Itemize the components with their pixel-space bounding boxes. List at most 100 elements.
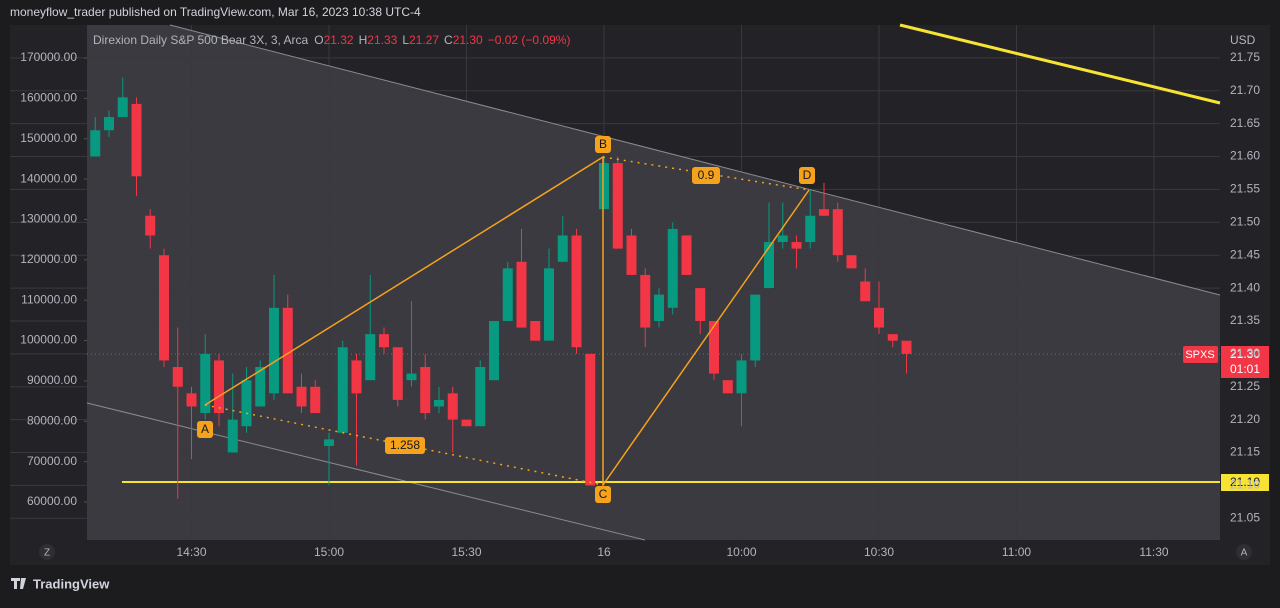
x-tick-label: 16 xyxy=(597,545,611,559)
candle-body xyxy=(736,360,747,394)
candle-body xyxy=(324,439,334,446)
candle-body xyxy=(874,307,884,328)
candle-body xyxy=(214,360,224,414)
candle-body xyxy=(557,235,568,262)
candle-body xyxy=(434,399,444,407)
candle-body xyxy=(571,235,582,348)
candle-body xyxy=(530,320,541,341)
legend-key: O xyxy=(314,33,323,47)
candle-body xyxy=(764,242,774,289)
candle-body xyxy=(104,117,114,131)
x-tick-label: 14:30 xyxy=(176,545,206,559)
x-tick-label: 10:30 xyxy=(864,545,894,559)
candle-body xyxy=(145,215,156,236)
legend: Direxion Daily S&P 500 Bear 3X, 3, Arca O… xyxy=(93,33,570,47)
candle-body xyxy=(296,386,307,407)
currency: USD xyxy=(1230,33,1256,47)
symbol-tag-text: SPXS xyxy=(1185,349,1214,361)
x-tick-label: 11:00 xyxy=(1002,545,1031,559)
candle-body xyxy=(227,419,238,453)
candle-body xyxy=(709,320,719,374)
ratio-label: 0.9 xyxy=(698,168,715,182)
legend-symbol: Direxion Daily S&P 500 Bear 3X, 3, Arca xyxy=(93,33,309,47)
x-tick-label: 15:00 xyxy=(314,545,344,559)
button-label[interactable]: Z xyxy=(44,548,50,559)
y-tick-label: 21.65 xyxy=(1230,116,1260,130)
y-tick-label: 21.45 xyxy=(1230,247,1260,261)
ratio-label: 1.258 xyxy=(390,438,420,452)
candle-body xyxy=(255,367,266,407)
candle-body xyxy=(654,294,664,321)
countdown: 01:01 xyxy=(1230,362,1260,376)
y-tick-label: 21.35 xyxy=(1230,313,1260,327)
y2-tick-label: 140000.00 xyxy=(20,171,77,185)
candle-body xyxy=(200,353,211,414)
candle-body xyxy=(502,268,513,321)
candle-body xyxy=(310,386,321,414)
candle-body xyxy=(475,367,486,427)
candle-body xyxy=(337,347,348,433)
y2-tick-label: 80000.00 xyxy=(27,413,77,427)
y-tick-label: 21.50 xyxy=(1230,214,1260,228)
candle-body xyxy=(695,288,706,321)
y2-tick-label: 160000.00 xyxy=(20,91,77,105)
point-label: D xyxy=(803,168,812,182)
legend-value: 21.27 xyxy=(409,33,439,47)
price-tag xyxy=(1221,346,1269,378)
legend-value: 21.32 xyxy=(324,33,354,47)
y2-tick-label: 120000.00 xyxy=(20,252,77,266)
candle-body xyxy=(392,347,403,400)
y-tick-label: 21.05 xyxy=(1230,510,1260,524)
candle-body xyxy=(901,340,912,354)
legend-value: 21.33 xyxy=(367,33,397,47)
y2-tick-label: 100000.00 xyxy=(20,333,77,347)
candle-body xyxy=(722,380,733,394)
candle-body xyxy=(172,367,183,387)
logo xyxy=(11,578,26,589)
y2-tick-label: 130000.00 xyxy=(20,212,77,226)
ratio-box xyxy=(385,437,425,454)
button[interactable] xyxy=(39,544,55,560)
legend-value: 21.30 xyxy=(453,33,483,47)
candle-body xyxy=(791,242,802,249)
candle-body xyxy=(667,228,678,308)
y-tick-label: 21.40 xyxy=(1230,280,1260,294)
candle-body xyxy=(269,307,279,394)
y-tick-label: 21.70 xyxy=(1230,83,1260,97)
candle-body xyxy=(117,97,128,118)
legend-key: L xyxy=(402,33,409,47)
hline-tag xyxy=(1221,474,1269,491)
candle-body xyxy=(832,209,843,256)
candle-body xyxy=(805,215,816,243)
y2-tick-label: 90000.00 xyxy=(27,373,77,387)
candle-body xyxy=(489,320,499,381)
label-box xyxy=(595,486,611,503)
candle-body xyxy=(860,281,871,302)
candle-body xyxy=(612,163,623,249)
candle-body xyxy=(406,373,417,381)
symbol-tag xyxy=(1183,346,1218,363)
y2-tick-label: 70000.00 xyxy=(27,454,77,468)
y-tick-label: 21.15 xyxy=(1230,445,1260,459)
hline-tag-text: 21.10 xyxy=(1230,475,1260,489)
point-label: C xyxy=(599,487,608,501)
trend-line xyxy=(899,23,1221,105)
candle-body xyxy=(282,307,293,394)
candle-body xyxy=(846,255,857,269)
candle-body xyxy=(640,274,651,328)
ratio-box xyxy=(692,167,720,184)
y2-tick-label: 110000.00 xyxy=(21,292,77,306)
y-tick-label: 21.10 xyxy=(1230,478,1260,492)
candle-body xyxy=(351,360,362,394)
candle-body xyxy=(447,393,458,420)
button-label[interactable]: A xyxy=(1241,548,1248,559)
candle-body xyxy=(777,235,788,243)
y2-tick-label: 170000.00 xyxy=(20,50,77,64)
y-tick-label: 21.60 xyxy=(1230,149,1260,163)
button[interactable] xyxy=(1236,544,1252,560)
candle-body xyxy=(131,103,142,177)
legend-key: C xyxy=(444,33,453,47)
candle-body xyxy=(365,334,376,381)
channel-fill xyxy=(87,25,1220,540)
label-box xyxy=(595,136,611,153)
